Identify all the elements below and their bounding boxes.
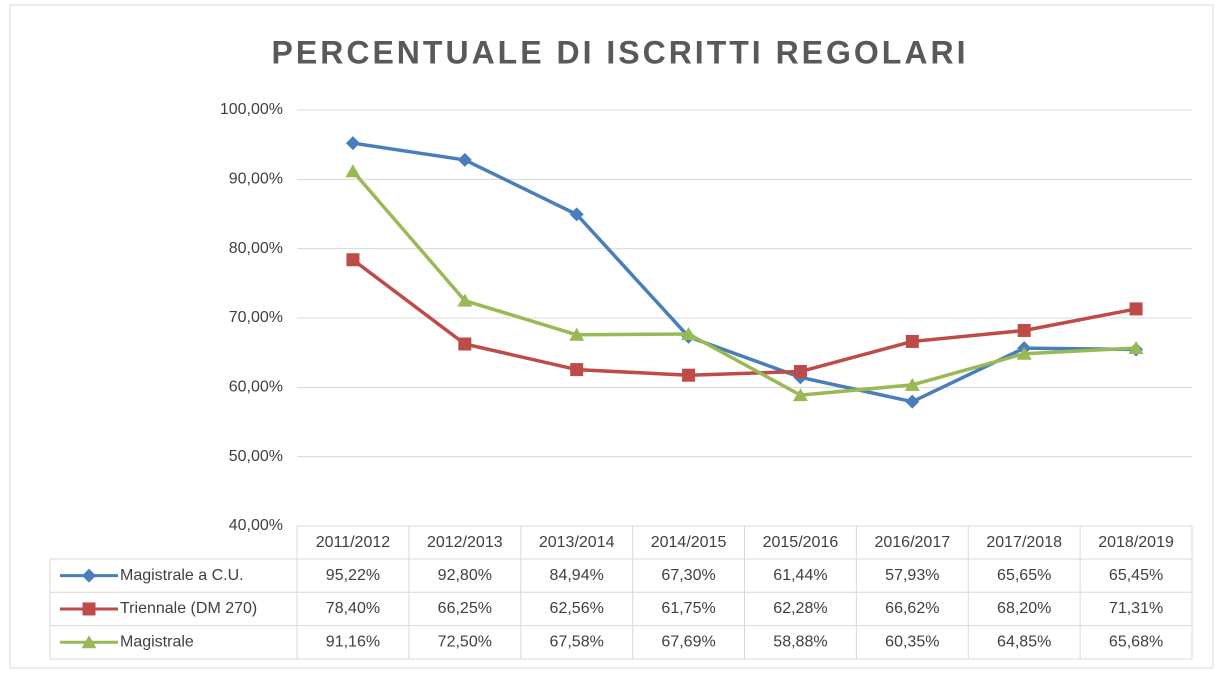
marker bbox=[792, 388, 808, 402]
table-value: 67,69% bbox=[661, 633, 715, 650]
x-tick-label: 2015/2016 bbox=[763, 534, 839, 551]
marker bbox=[681, 327, 697, 341]
x-tick-label: 2013/2014 bbox=[539, 534, 615, 551]
y-tick-label: 100,00% bbox=[220, 101, 283, 118]
table-value: 58,88% bbox=[773, 633, 827, 650]
marker bbox=[793, 365, 807, 379]
table-value: 57,93% bbox=[885, 567, 939, 584]
table-value: 67,30% bbox=[661, 567, 715, 584]
table-value: 72,50% bbox=[438, 633, 492, 650]
legend-label: Magistrale bbox=[120, 633, 194, 650]
table-value: 84,94% bbox=[550, 567, 604, 584]
chart-border bbox=[9, 4, 1214, 669]
marker bbox=[904, 377, 920, 391]
x-tick-label: 2018/2019 bbox=[1098, 534, 1174, 551]
table-value: 62,28% bbox=[773, 600, 827, 617]
table-value: 61,44% bbox=[773, 567, 827, 584]
series-line bbox=[351, 258, 1137, 377]
marker bbox=[682, 368, 696, 382]
x-tick-label: 2016/2017 bbox=[874, 534, 950, 551]
y-tick-label: 40,00% bbox=[229, 517, 283, 534]
table-value: 64,85% bbox=[997, 633, 1051, 650]
y-tick-label: 60,00% bbox=[229, 379, 283, 396]
marker bbox=[457, 293, 473, 307]
table-value: 60,35% bbox=[885, 633, 939, 650]
series-line bbox=[352, 141, 1137, 404]
marker bbox=[905, 394, 920, 409]
y-tick-label: 90,00% bbox=[229, 171, 283, 188]
legend-label: Magistrale a C.U. bbox=[120, 567, 244, 584]
x-tick-label: 2011/2012 bbox=[316, 534, 391, 551]
marker bbox=[345, 164, 361, 178]
table-value: 66,62% bbox=[885, 600, 939, 617]
marker bbox=[1017, 323, 1031, 337]
marker bbox=[1129, 302, 1143, 316]
marker bbox=[458, 337, 472, 351]
chart-title: PERCENTUALE DI ISCRITTI REGOLARI bbox=[272, 34, 969, 70]
table-value: 62,56% bbox=[550, 600, 604, 617]
marker bbox=[569, 327, 585, 341]
x-tick-label: 2014/2015 bbox=[651, 534, 727, 551]
marker bbox=[1016, 346, 1032, 360]
marker bbox=[82, 602, 96, 616]
marker bbox=[81, 635, 97, 649]
x-tick-label: 2017/2018 bbox=[986, 534, 1062, 551]
y-tick-label: 70,00% bbox=[229, 309, 283, 326]
marker bbox=[1128, 340, 1144, 354]
marker bbox=[82, 568, 96, 583]
table-value: 95,22% bbox=[326, 567, 380, 584]
x-tick-label: 2012/2013 bbox=[427, 534, 503, 551]
table-value: 92,80% bbox=[438, 567, 492, 584]
y-tick-label: 50,00% bbox=[229, 448, 283, 465]
marker bbox=[346, 253, 360, 267]
table-value: 91,16% bbox=[326, 633, 380, 650]
series-line bbox=[351, 170, 1137, 397]
y-tick-label: 80,00% bbox=[229, 240, 283, 257]
legend-label: Triennale (DM 270) bbox=[120, 600, 257, 617]
table-value: 67,58% bbox=[550, 633, 604, 650]
marker bbox=[569, 207, 584, 222]
marker bbox=[345, 136, 360, 151]
table-value: 65,65% bbox=[997, 567, 1051, 584]
table-value: 61,75% bbox=[661, 600, 715, 617]
marker bbox=[905, 334, 919, 348]
table-value: 65,45% bbox=[1109, 567, 1163, 584]
table-value: 66,25% bbox=[438, 600, 492, 617]
marker bbox=[457, 152, 472, 167]
table-value: 65,68% bbox=[1109, 633, 1163, 650]
table-value: 68,20% bbox=[997, 600, 1051, 617]
table-value: 71,31% bbox=[1109, 600, 1163, 617]
table-value: 78,40% bbox=[326, 600, 380, 617]
marker bbox=[570, 363, 584, 377]
